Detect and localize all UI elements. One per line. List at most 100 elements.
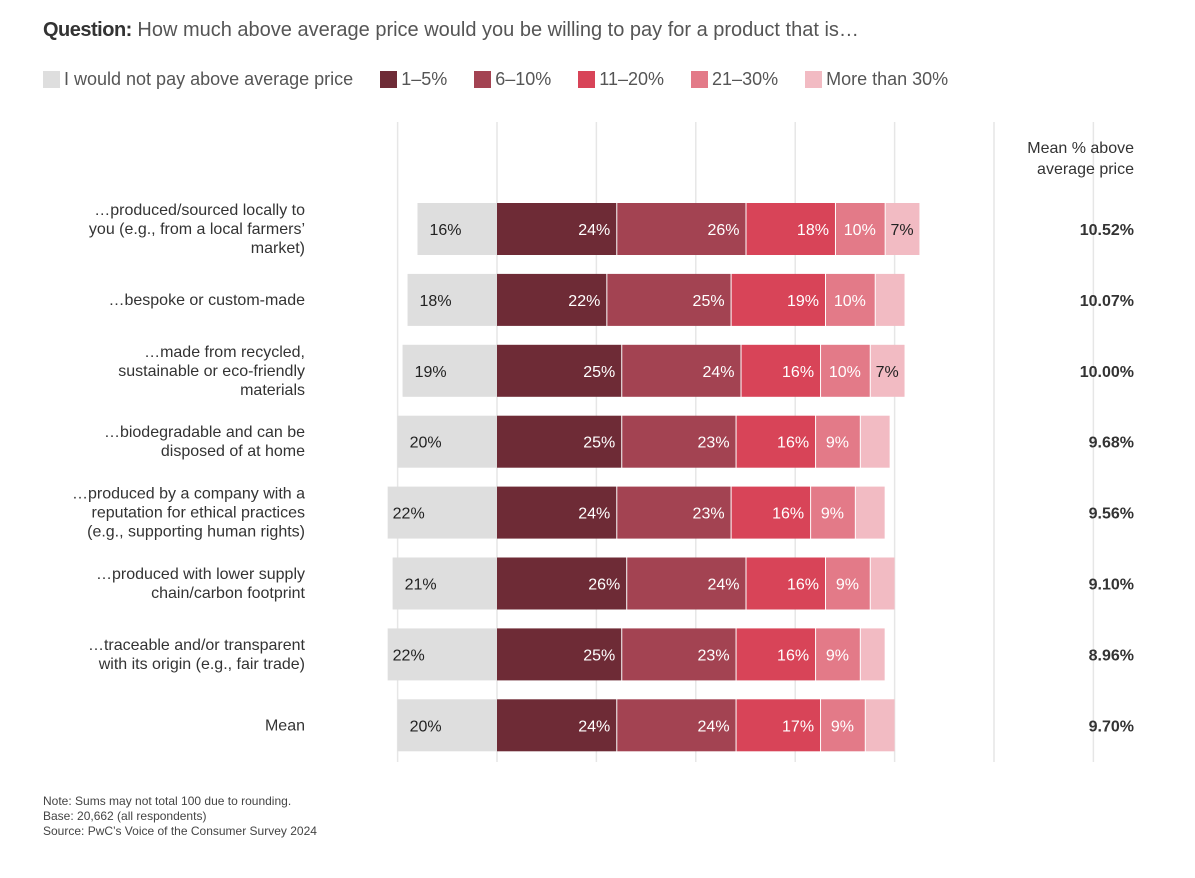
bar-segment-none (392, 557, 497, 610)
bar-segment (622, 628, 736, 681)
bar-segment-none (407, 273, 497, 326)
legend-label: I would not pay above average price (64, 69, 354, 89)
category-label: Mean (265, 717, 305, 734)
legend-label: 6–10% (495, 69, 552, 89)
bar-segment (627, 557, 746, 610)
data-label: 16% (772, 506, 804, 523)
bar-segment (816, 415, 860, 468)
category-label: (e.g., supporting human rights) (87, 524, 305, 541)
legend-item: 6–10% (474, 69, 551, 90)
bar-segment-none (402, 344, 497, 397)
category-label: with its origin (e.g., fair trade) (98, 656, 305, 673)
mean-header: average price (1037, 161, 1134, 178)
legend-label: More than 30% (826, 69, 949, 89)
data-label: 23% (693, 506, 725, 523)
mean-value: 9.56% (1089, 506, 1134, 523)
category-label: reputation for ethical practices (92, 505, 305, 522)
bar-segment (736, 699, 821, 752)
bar-segment (811, 486, 855, 539)
data-label: 25% (693, 293, 725, 310)
bar-segment (835, 203, 885, 255)
data-label: 22% (393, 506, 425, 523)
data-label: 25% (583, 364, 615, 381)
bar-segment (821, 344, 870, 397)
data-label: 23% (698, 647, 730, 664)
category-label: …bespoke or custom-made (108, 292, 305, 309)
legend-swatch (43, 71, 60, 88)
data-label: 16% (777, 435, 809, 452)
category-label: market) (251, 240, 305, 257)
legend-swatch (578, 71, 596, 88)
bar-segment-none (397, 699, 497, 752)
legend-item: I would not pay above average price (43, 69, 353, 90)
mean-header: Mean % above (1027, 140, 1134, 157)
data-label: 10% (829, 364, 861, 381)
category-label: …produced by a company with a (72, 486, 305, 503)
data-label: 9% (831, 718, 854, 735)
bar-segment (607, 273, 731, 326)
legend-label: 11–20% (599, 69, 665, 89)
legend-label: 1–5% (401, 69, 448, 89)
data-label: 24% (578, 222, 610, 239)
bar-segment (865, 699, 895, 752)
data-label: 20% (410, 718, 442, 735)
data-label: 10% (844, 222, 876, 239)
title-text: How much above average price would you b… (137, 19, 859, 41)
chart-title: Question: How much above average price w… (43, 19, 859, 42)
data-label: 9% (826, 647, 849, 664)
bar-segment (741, 344, 821, 397)
category-label: chain/carbon footprint (151, 585, 305, 602)
bar-segment-none (387, 486, 497, 539)
category-label: disposed of at home (161, 443, 305, 460)
category-label: …produced/sourced locally to (94, 202, 305, 219)
data-label: 9% (821, 506, 844, 523)
bar-segment (497, 486, 617, 539)
notes: Note: Sums may not total 100 due to roun… (43, 794, 317, 839)
data-label: 18% (420, 293, 452, 310)
data-label: 16% (429, 222, 461, 239)
bar-segment (736, 628, 816, 681)
bar-segment (617, 699, 736, 752)
bar-segment (821, 699, 865, 752)
mean-value: 8.96% (1089, 647, 1134, 664)
note-source: Source: PwC’s Voice of the Consumer Surv… (43, 824, 317, 838)
bar-segment (497, 273, 607, 326)
bar-segment (870, 344, 905, 397)
mean-value: 10.00% (1080, 364, 1134, 381)
category-label: you (e.g., from a local farmers’ (89, 221, 305, 238)
bar-segment (826, 273, 875, 326)
bar-segment (746, 203, 835, 255)
bar-segment (731, 273, 826, 326)
bar-segment (497, 415, 622, 468)
legend-item: 21–30% (691, 69, 778, 90)
bar-segment (497, 344, 622, 397)
data-label: 7% (890, 222, 913, 239)
bar-segment (860, 415, 890, 468)
bar-segment (816, 628, 860, 681)
data-label: 26% (707, 222, 739, 239)
note-rounding: Note: Sums may not total 100 due to roun… (43, 794, 292, 808)
data-label: 25% (583, 647, 615, 664)
bar-segment (617, 203, 746, 255)
bar-segment (860, 628, 885, 681)
bar-segment (622, 344, 741, 397)
category-label: …produced with lower supply (96, 566, 305, 583)
data-label: 24% (707, 577, 739, 594)
data-label: 25% (583, 435, 615, 452)
data-label: 22% (393, 647, 425, 664)
category-label: …traceable and/or transparent (88, 637, 306, 654)
data-label: 20% (410, 435, 442, 452)
data-label: 24% (698, 718, 730, 735)
data-label: 18% (797, 222, 829, 239)
data-label: 19% (415, 364, 447, 381)
bar-segment (497, 203, 617, 255)
data-label: 16% (782, 364, 814, 381)
mean-value: 9.10% (1089, 577, 1134, 594)
mean-value: 10.52% (1080, 222, 1134, 239)
data-label: 17% (782, 718, 814, 735)
data-label: 7% (876, 364, 899, 381)
data-label: 19% (787, 293, 819, 310)
bar-segment-none (397, 415, 497, 468)
bar-segment (731, 486, 811, 539)
